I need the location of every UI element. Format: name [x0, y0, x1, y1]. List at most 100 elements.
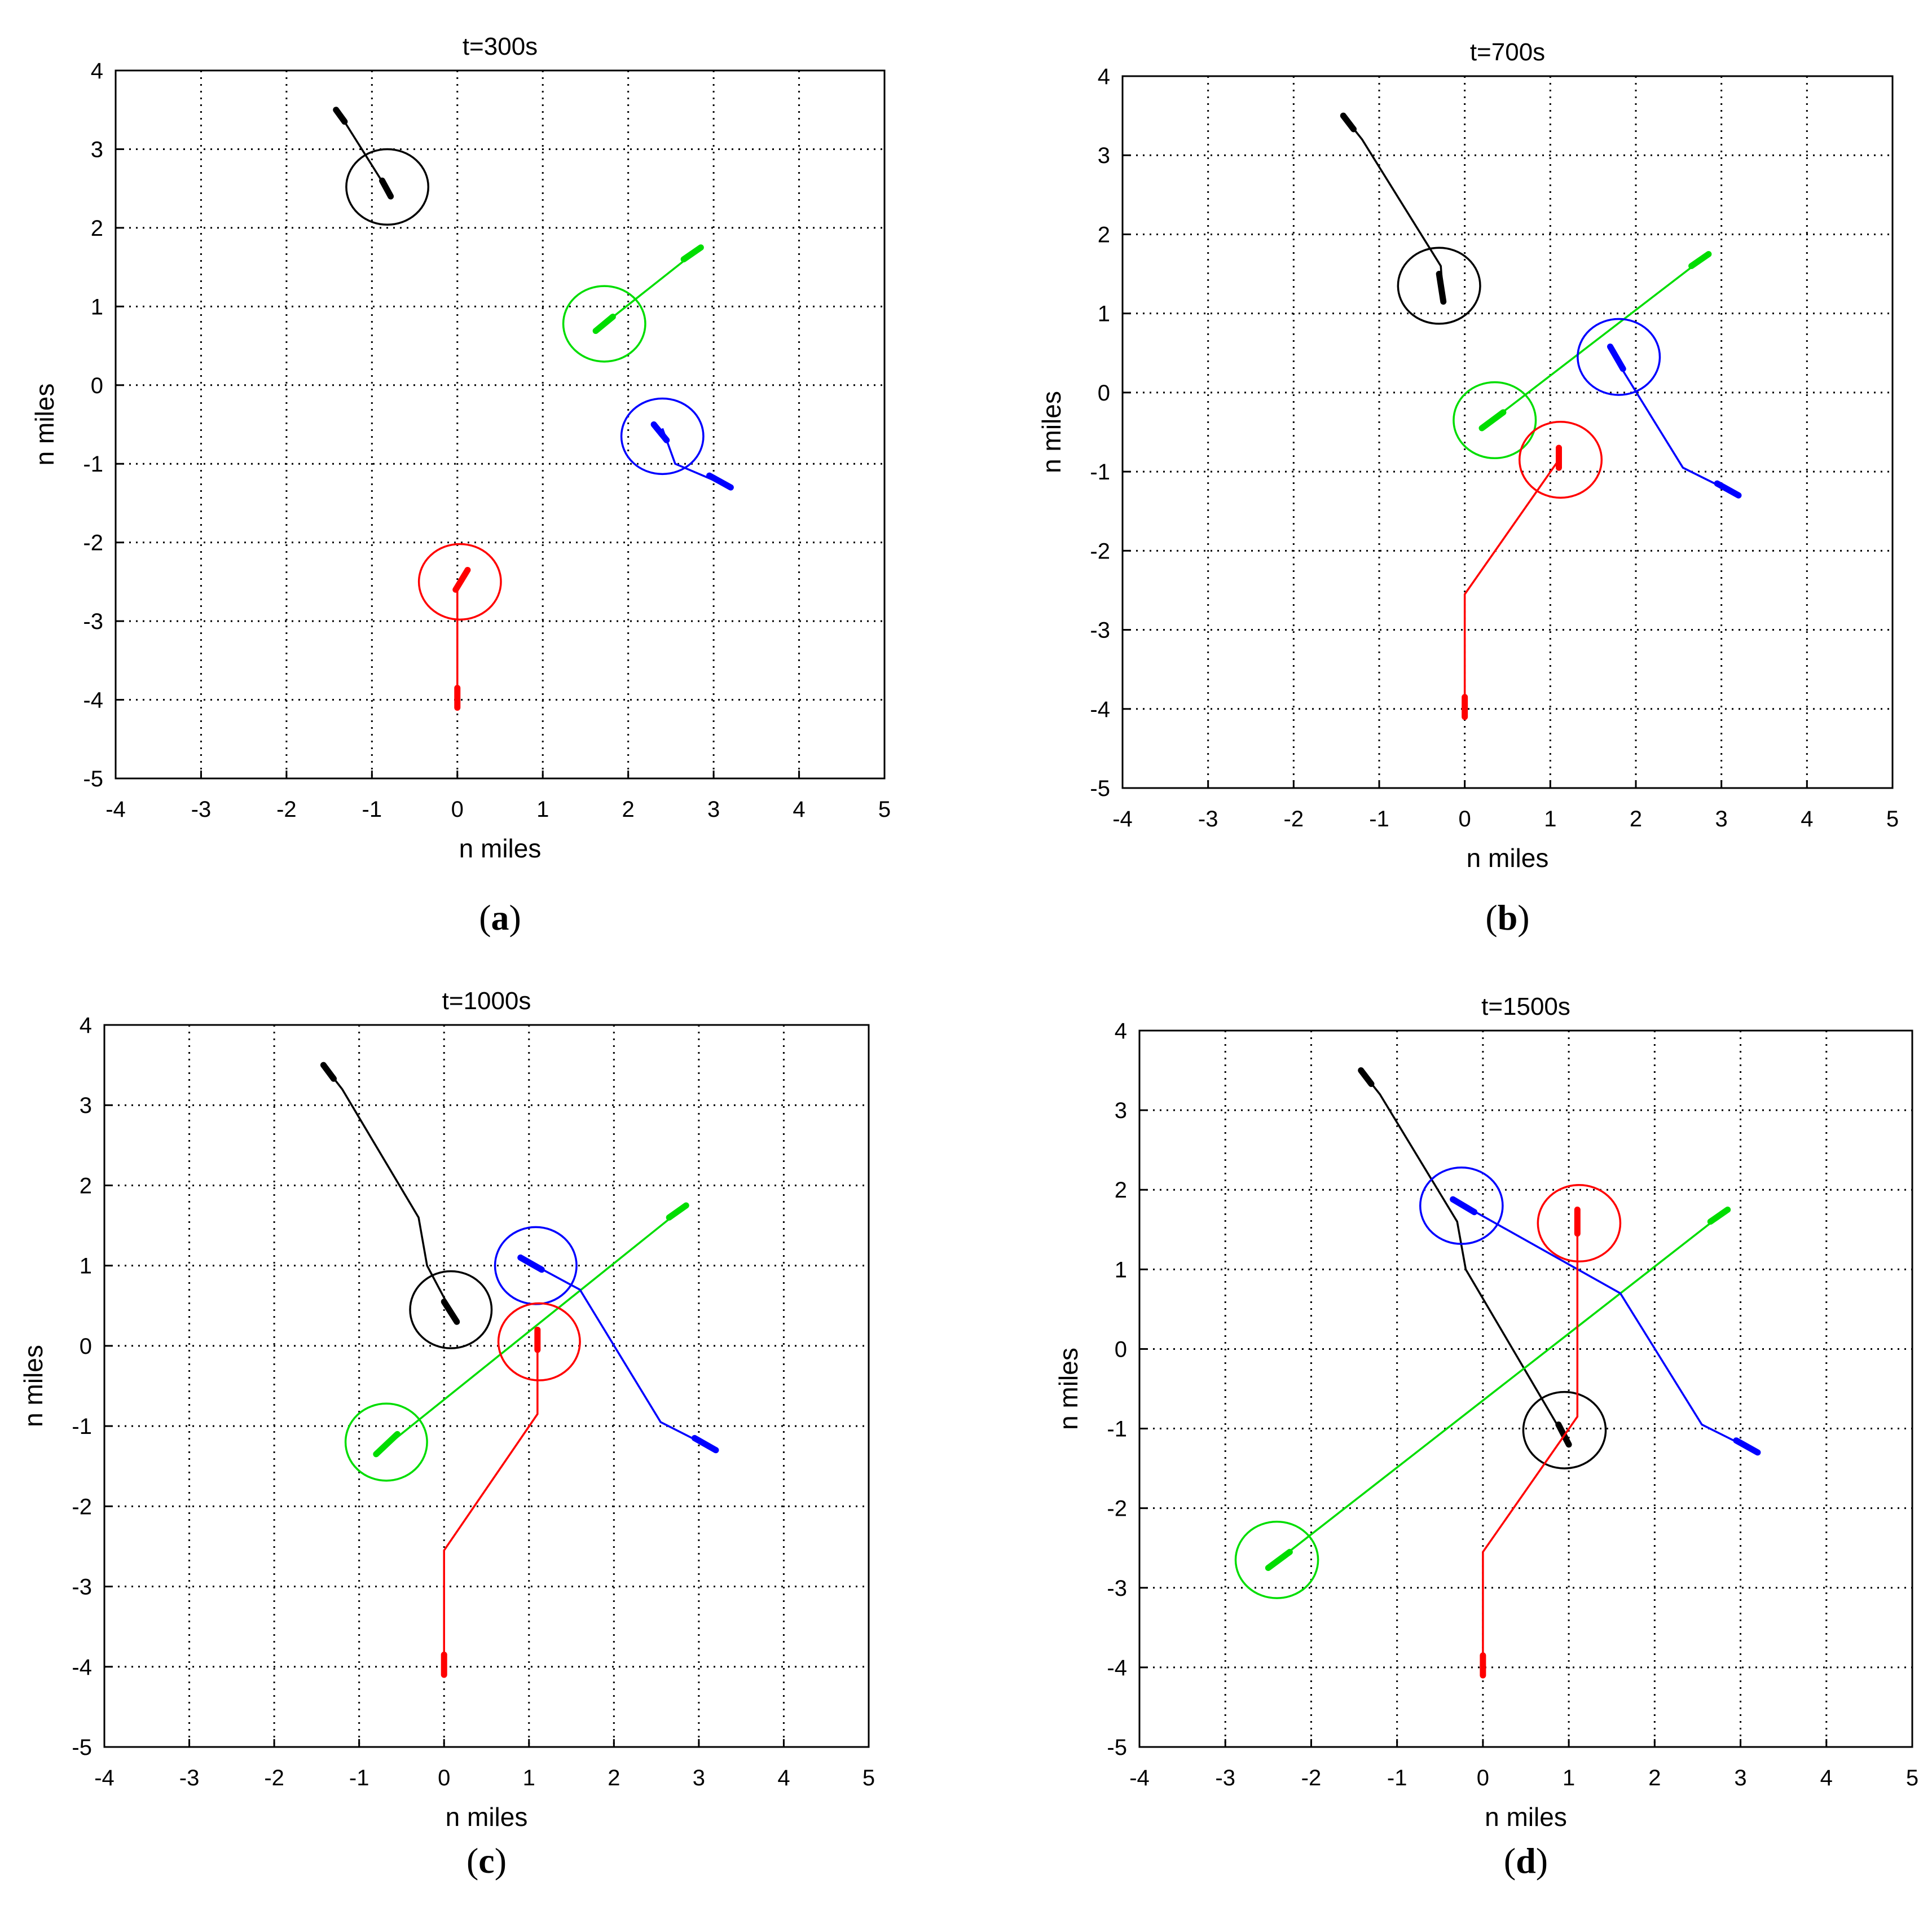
x-tick-label: -4 [105, 797, 126, 822]
ship-current-marker [1555, 1422, 1572, 1448]
ship-start-marker [1707, 1207, 1731, 1225]
series-1 [562, 244, 704, 363]
series-0 [1358, 1067, 1607, 1469]
x-tick-label: 1 [536, 797, 549, 822]
ship-current-marker [441, 1299, 460, 1325]
plot-frame [115, 69, 886, 780]
ship-start-marker [680, 244, 704, 263]
y-tick-label: -1 [1090, 460, 1110, 485]
x-tick-label: -1 [1387, 1766, 1407, 1790]
y-tick-label: 1 [91, 294, 103, 319]
subfigure-label: (d) [1504, 1841, 1548, 1881]
x-tick-label: 2 [1630, 807, 1642, 831]
plot-frame [103, 1024, 870, 1748]
chart-title: t=700s [1470, 38, 1545, 66]
x-tick-label: 0 [1477, 1766, 1489, 1790]
y-tick-label: -5 [83, 767, 103, 791]
y-tick-label: 0 [1098, 381, 1110, 406]
y-axis-label: n miles [1054, 1348, 1083, 1430]
series-0 [333, 107, 430, 226]
x-tick-label: 4 [777, 1766, 790, 1790]
x-tick-label: 2 [1648, 1766, 1661, 1790]
ship-current-marker [1607, 344, 1626, 372]
ship-current-marker [373, 1431, 401, 1458]
x-tick-label: -2 [264, 1766, 284, 1790]
y-tick-label: -5 [1090, 776, 1110, 801]
y-tick-label: 0 [91, 373, 103, 398]
x-tick-label: -1 [349, 1766, 369, 1790]
x-tick-label: 3 [1715, 807, 1728, 831]
ship-domain-circle [344, 1402, 428, 1482]
ship-domain-circle [562, 285, 646, 363]
chart-title: t=1000s [442, 987, 531, 1015]
y-tick-label: -1 [83, 452, 103, 477]
y-tick-label: 1 [1115, 1257, 1127, 1282]
y-tick-label: -2 [1090, 539, 1110, 564]
x-tick-label: -3 [1215, 1766, 1235, 1790]
ship-current-marker [517, 1254, 545, 1273]
y-tick-label: -4 [1090, 697, 1110, 722]
y-tick-label: 2 [1115, 1178, 1127, 1203]
series-2 [1577, 318, 1742, 499]
y-tick-label: -5 [1107, 1735, 1127, 1760]
y-tick-label: 3 [91, 137, 103, 162]
series-2 [1419, 1166, 1761, 1456]
x-tick-label: 4 [793, 797, 805, 822]
ship-current-marker [592, 313, 616, 335]
x-tick-label: -4 [1129, 1766, 1150, 1790]
ship-domain-circle [1537, 1184, 1622, 1262]
y-tick-label: 4 [91, 59, 103, 83]
subfigure-label: (a) [479, 897, 521, 938]
x-tick-label: 1 [523, 1766, 535, 1790]
ship-current-marker [1450, 1196, 1478, 1216]
x-tick-label: -2 [276, 797, 297, 822]
series-0 [1340, 112, 1481, 325]
x-tick-label: 3 [693, 1766, 705, 1790]
trajectory-line [1342, 115, 1445, 302]
x-tick-label: 5 [862, 1766, 875, 1790]
ship-domain-circle [1522, 1390, 1607, 1469]
trajectory-line [1482, 1209, 1579, 1675]
trajectory-line [323, 1064, 458, 1323]
ship-domain-circle [497, 1302, 581, 1381]
ship-start-marker [1733, 1437, 1761, 1456]
trajectory-line [1481, 253, 1709, 429]
chart-title: t=1500s [1481, 993, 1570, 1020]
series-0 [320, 1062, 493, 1349]
trajectory-line [1360, 1070, 1570, 1445]
ship-domain-circle [1518, 421, 1603, 499]
y-axis-label: n miles [30, 384, 59, 466]
ship-start-marker [666, 1202, 689, 1221]
y-tick-label: 2 [91, 216, 103, 241]
ship-current-marker [1478, 409, 1507, 432]
series-3 [1462, 421, 1603, 720]
x-tick-label: -2 [1284, 807, 1304, 831]
series-3 [1480, 1184, 1622, 1679]
ship-start-marker [1358, 1067, 1375, 1088]
y-tick-label: -3 [1090, 618, 1110, 643]
ship-start-marker [706, 472, 734, 491]
trajectory-line [1609, 348, 1739, 496]
x-tick-label: -1 [1369, 807, 1389, 831]
x-tick-label: 2 [622, 797, 635, 822]
ship-start-marker [1688, 251, 1712, 270]
trajectory-line [1463, 448, 1560, 717]
x-tick-label: 1 [1544, 807, 1556, 831]
trajectory-line [443, 1330, 539, 1675]
y-tick-label: 3 [80, 1093, 92, 1118]
y-axis-label: n miles [19, 1345, 48, 1427]
x-tick-label: -3 [1198, 807, 1218, 831]
x-axis-label: n miles [1485, 1802, 1567, 1832]
ship-current-marker [650, 421, 670, 443]
y-tick-label: 3 [1098, 143, 1110, 168]
ship-start-marker [320, 1062, 337, 1082]
y-tick-label: -5 [72, 1735, 92, 1760]
ship-domain-circle [620, 397, 705, 476]
series-1 [1234, 1207, 1731, 1599]
x-tick-label: 4 [1820, 1766, 1833, 1790]
series-2 [620, 397, 734, 491]
